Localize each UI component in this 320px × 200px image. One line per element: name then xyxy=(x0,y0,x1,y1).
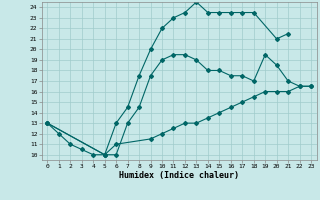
X-axis label: Humidex (Indice chaleur): Humidex (Indice chaleur) xyxy=(119,171,239,180)
